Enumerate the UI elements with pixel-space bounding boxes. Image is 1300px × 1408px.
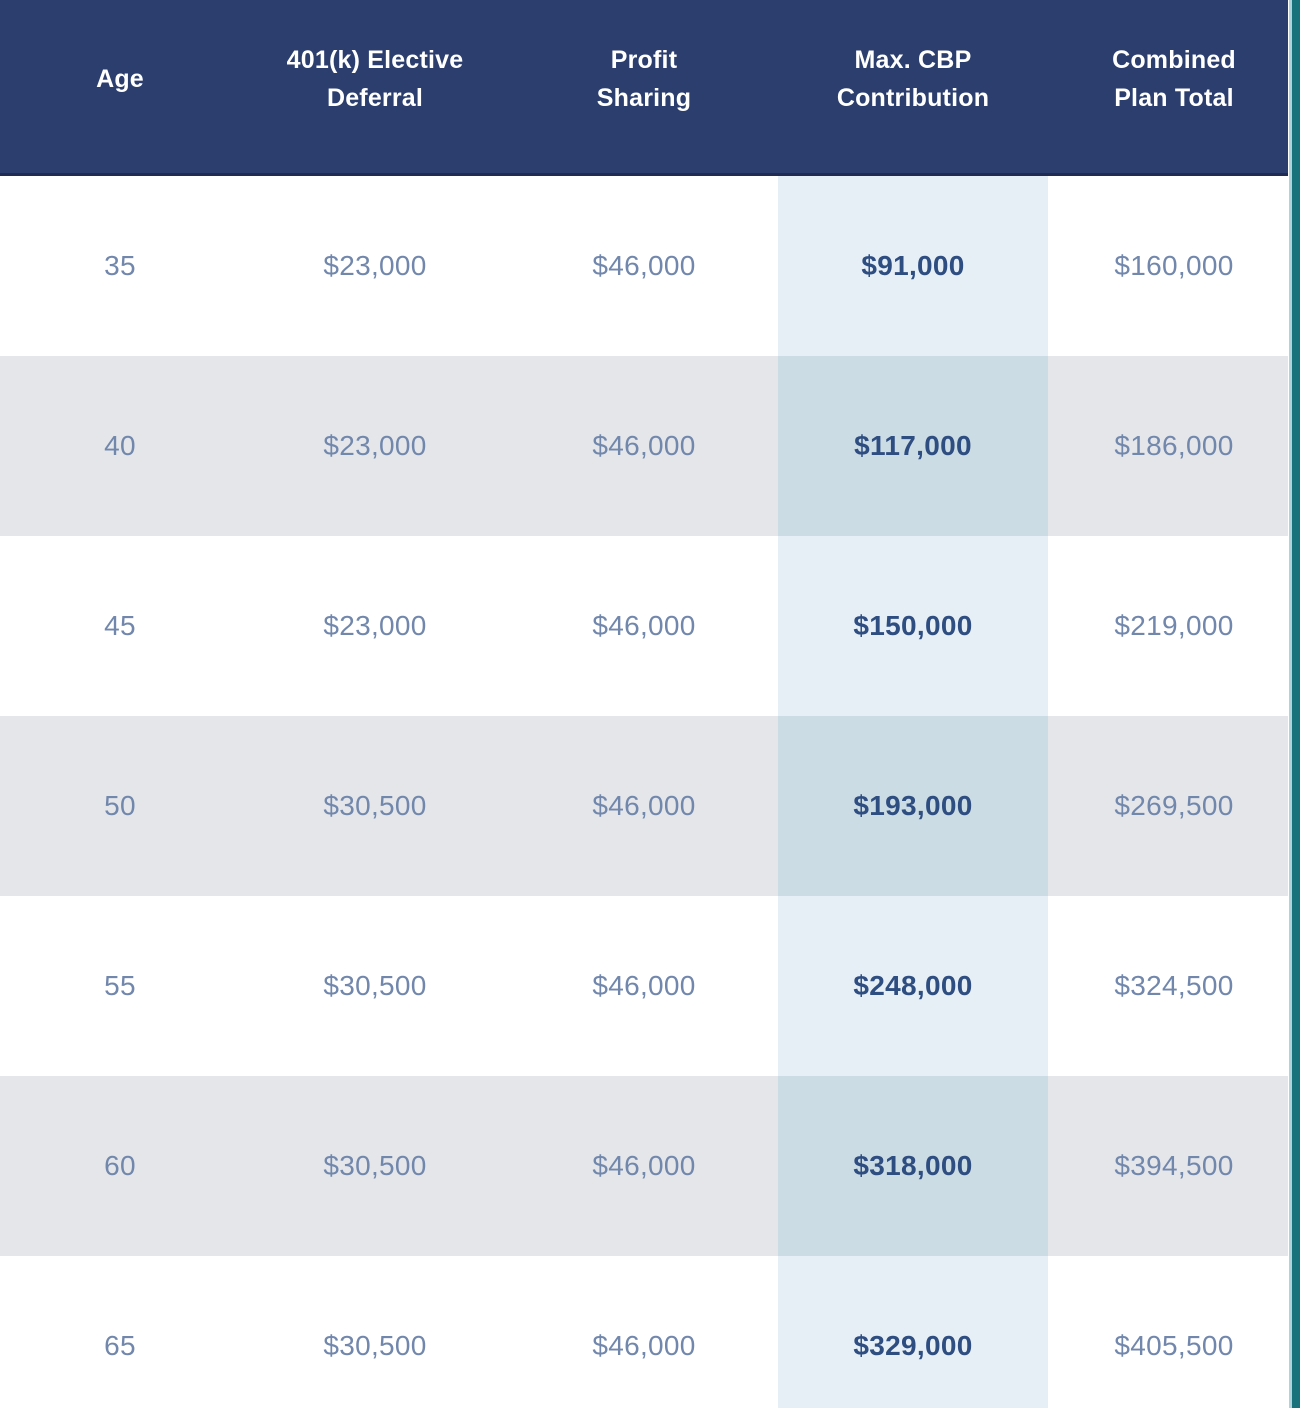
cell-age: 35 (0, 176, 240, 356)
table-header: Age 401(k) Elective Deferral Profit Shar… (0, 0, 1300, 176)
cell-deferral: $23,000 (240, 176, 510, 356)
cell-max-cbp: $91,000 (778, 176, 1048, 356)
column-header-label: Contribution (836, 83, 990, 112)
cell-max-cbp: $193,000 (778, 716, 1048, 896)
cell-combined-total: $405,500 (1048, 1256, 1300, 1408)
cell-combined-total: $269,500 (1048, 716, 1300, 896)
cell-max-cbp: $150,000 (778, 536, 1048, 716)
table-row: 60 $30,500 $46,000 $318,000 $394,500 (0, 1076, 1300, 1256)
cell-deferral: $23,000 (240, 536, 510, 716)
cell-age: 40 (0, 356, 240, 536)
cell-max-cbp: $318,000 (778, 1076, 1048, 1256)
column-header-label: Plan Total (1114, 83, 1234, 112)
cell-age: 65 (0, 1256, 240, 1408)
column-header-label: 401(k) Elective (286, 45, 464, 74)
column-header-label: Combined (1112, 45, 1236, 74)
cell-combined-total: $324,500 (1048, 896, 1300, 1076)
cell-deferral: $30,500 (240, 896, 510, 1076)
cell-deferral: $23,000 (240, 356, 510, 536)
cell-profit-sharing: $46,000 (510, 536, 778, 716)
column-header-401k-elective-deferral: 401(k) Elective Deferral (240, 0, 510, 176)
table-row: 40 $23,000 $46,000 $117,000 $186,000 (0, 356, 1300, 536)
table-row: 35 $23,000 $46,000 $91,000 $160,000 (0, 176, 1300, 356)
table-row: 65 $30,500 $46,000 $329,000 $405,500 (0, 1256, 1300, 1408)
cell-profit-sharing: $46,000 (510, 896, 778, 1076)
cell-deferral: $30,500 (240, 1076, 510, 1256)
cell-age: 60 (0, 1076, 240, 1256)
column-header-label: Age (96, 64, 144, 93)
cell-combined-total: $186,000 (1048, 356, 1300, 536)
table-row: 45 $23,000 $46,000 $150,000 $219,000 (0, 536, 1300, 716)
column-header-combined-plan-total: Combined Plan Total (1048, 0, 1300, 176)
cell-combined-total: $394,500 (1048, 1076, 1300, 1256)
cell-profit-sharing: $46,000 (510, 1256, 778, 1408)
cell-age: 45 (0, 536, 240, 716)
column-header-age: Age (0, 0, 240, 176)
cell-combined-total: $160,000 (1048, 176, 1300, 356)
cell-profit-sharing: $46,000 (510, 716, 778, 896)
column-header-label: Deferral (326, 83, 424, 112)
column-header-profit-sharing: Profit Sharing (510, 0, 778, 176)
cell-deferral: $30,500 (240, 716, 510, 896)
cell-profit-sharing: $46,000 (510, 356, 778, 536)
cell-max-cbp: $248,000 (778, 896, 1048, 1076)
cell-profit-sharing: $46,000 (510, 1076, 778, 1256)
column-header-label: Profit (610, 45, 678, 74)
table-row: 50 $30,500 $46,000 $193,000 $269,500 (0, 716, 1300, 896)
cell-combined-total: $219,000 (1048, 536, 1300, 716)
cell-age: 50 (0, 716, 240, 896)
cell-profit-sharing: $46,000 (510, 176, 778, 356)
column-header-max-cbp-contribution: Max. CBP Contribution (778, 0, 1048, 176)
page-edge-stripe (1288, 0, 1300, 1408)
cell-age: 55 (0, 896, 240, 1076)
cell-max-cbp: $329,000 (778, 1256, 1048, 1408)
cell-max-cbp: $117,000 (778, 356, 1048, 536)
column-header-label: Sharing (596, 83, 692, 112)
column-header-label: Max. CBP (854, 45, 972, 74)
table-row: 55 $30,500 $46,000 $248,000 $324,500 (0, 896, 1300, 1076)
cell-deferral: $30,500 (240, 1256, 510, 1408)
